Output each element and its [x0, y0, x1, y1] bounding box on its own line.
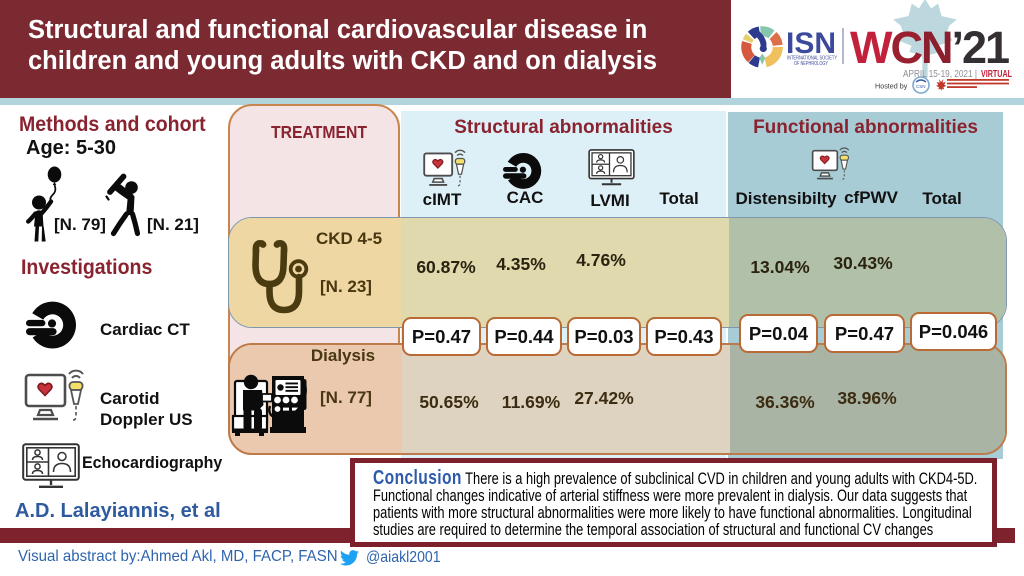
- svg-text:OF NEPHROLOGY: OF NEPHROLOGY: [794, 61, 829, 67]
- svg-text:VIRTUAL: VIRTUAL: [981, 68, 1012, 80]
- svg-text:CSN: CSN: [916, 84, 926, 89]
- svg-text:Hosted by: Hosted by: [875, 82, 908, 91]
- svg-text:WCN’21: WCN’21: [850, 22, 1009, 73]
- svg-text:APRIL 15-19, 2021 |: APRIL 15-19, 2021 |: [903, 68, 977, 80]
- svg-text:ISN: ISN: [786, 27, 836, 60]
- svg-text:INTERNATIONAL SOCIETY: INTERNATIONAL SOCIETY: [787, 56, 838, 62]
